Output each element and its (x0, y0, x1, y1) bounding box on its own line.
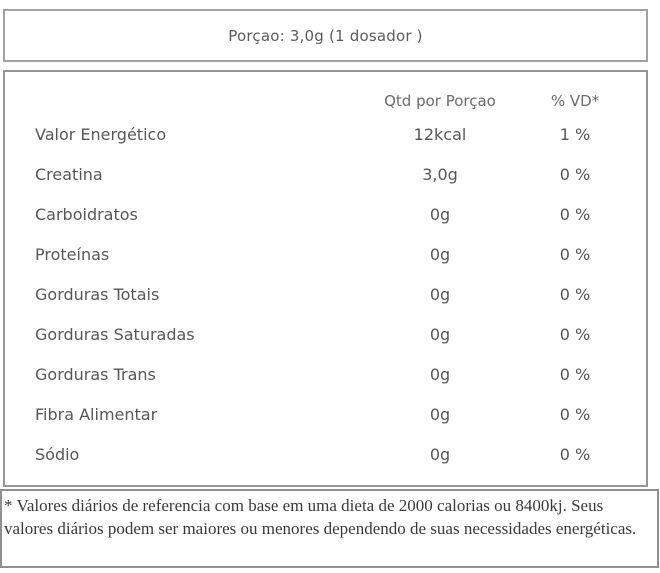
nutrient-qty: 0g (429, 244, 451, 264)
nutrient-dv: 0 % (559, 324, 591, 344)
nutrient-row: Gorduras Saturadas 0g 0 % (35, 314, 630, 354)
header-qty-per-serving: Qtd por Porçao (384, 92, 496, 110)
nutrient-dv: 0 % (559, 404, 591, 424)
nutrient-row: Valor Energético 12kcal 1 % (35, 114, 630, 154)
nutrient-name: Gorduras Saturadas (35, 324, 195, 344)
nutrient-row: Gorduras Trans 0g 0 % (35, 354, 630, 394)
header-percent-dv: % VD* (550, 92, 600, 110)
nutrient-qty: 0g (429, 404, 451, 424)
nutrient-qty: 0g (429, 444, 451, 464)
nutrient-qty: 0g (429, 204, 451, 224)
nutrient-row: Fibra Alimentar 0g 0 % (35, 394, 630, 434)
nutrient-name: Carboidratos (35, 204, 138, 224)
footnote-box: * Valores diários de referencia com base… (0, 489, 659, 568)
footnote-text: * Valores diários de referencia com base… (4, 496, 637, 538)
nutrient-row: Sódio 0g 0 % (35, 434, 630, 474)
nutrient-qty: 0g (429, 364, 451, 384)
nutrition-table-box: Qtd por Porçao % VD* Valor Energético 12… (3, 70, 648, 487)
nutrient-dv: 0 % (559, 364, 591, 384)
nutrient-name: Gorduras Trans (35, 364, 156, 384)
nutrient-qty: 0g (429, 324, 451, 344)
nutrient-name: Valor Energético (35, 124, 167, 144)
nutrient-name: Fibra Alimentar (35, 404, 158, 424)
nutrition-table: Qtd por Porçao % VD* Valor Energético 12… (35, 88, 630, 474)
nutrient-name: Sódio (35, 444, 80, 464)
nutrient-dv: 0 % (559, 444, 591, 464)
nutrient-name: Proteínas (35, 244, 110, 264)
nutrient-qty: 0g (429, 284, 451, 304)
nutrient-dv: 0 % (559, 164, 591, 184)
serving-size-box: Porçao: 3,0g (1 dosador ) (3, 9, 648, 62)
serving-size-text: Porçao: 3,0g (1 dosador ) (228, 26, 423, 45)
nutrient-row: Proteínas 0g 0 % (35, 234, 630, 274)
nutrient-qty: 12kcal (413, 124, 467, 144)
nutrient-row: Gorduras Totais 0g 0 % (35, 274, 630, 314)
nutrient-dv: 0 % (559, 204, 591, 224)
nutrient-name: Gorduras Totais (35, 284, 160, 304)
nutrient-row: Creatina 3,0g 0 % (35, 154, 630, 194)
nutrient-dv: 0 % (559, 244, 591, 264)
table-header-row: Qtd por Porçao % VD* (35, 88, 630, 114)
nutrient-dv: 0 % (559, 284, 591, 304)
nutrient-qty: 3,0g (422, 164, 458, 184)
nutrient-dv: 1 % (559, 124, 591, 144)
nutrient-row: Carboidratos 0g 0 % (35, 194, 630, 234)
nutrient-name: Creatina (35, 164, 103, 184)
